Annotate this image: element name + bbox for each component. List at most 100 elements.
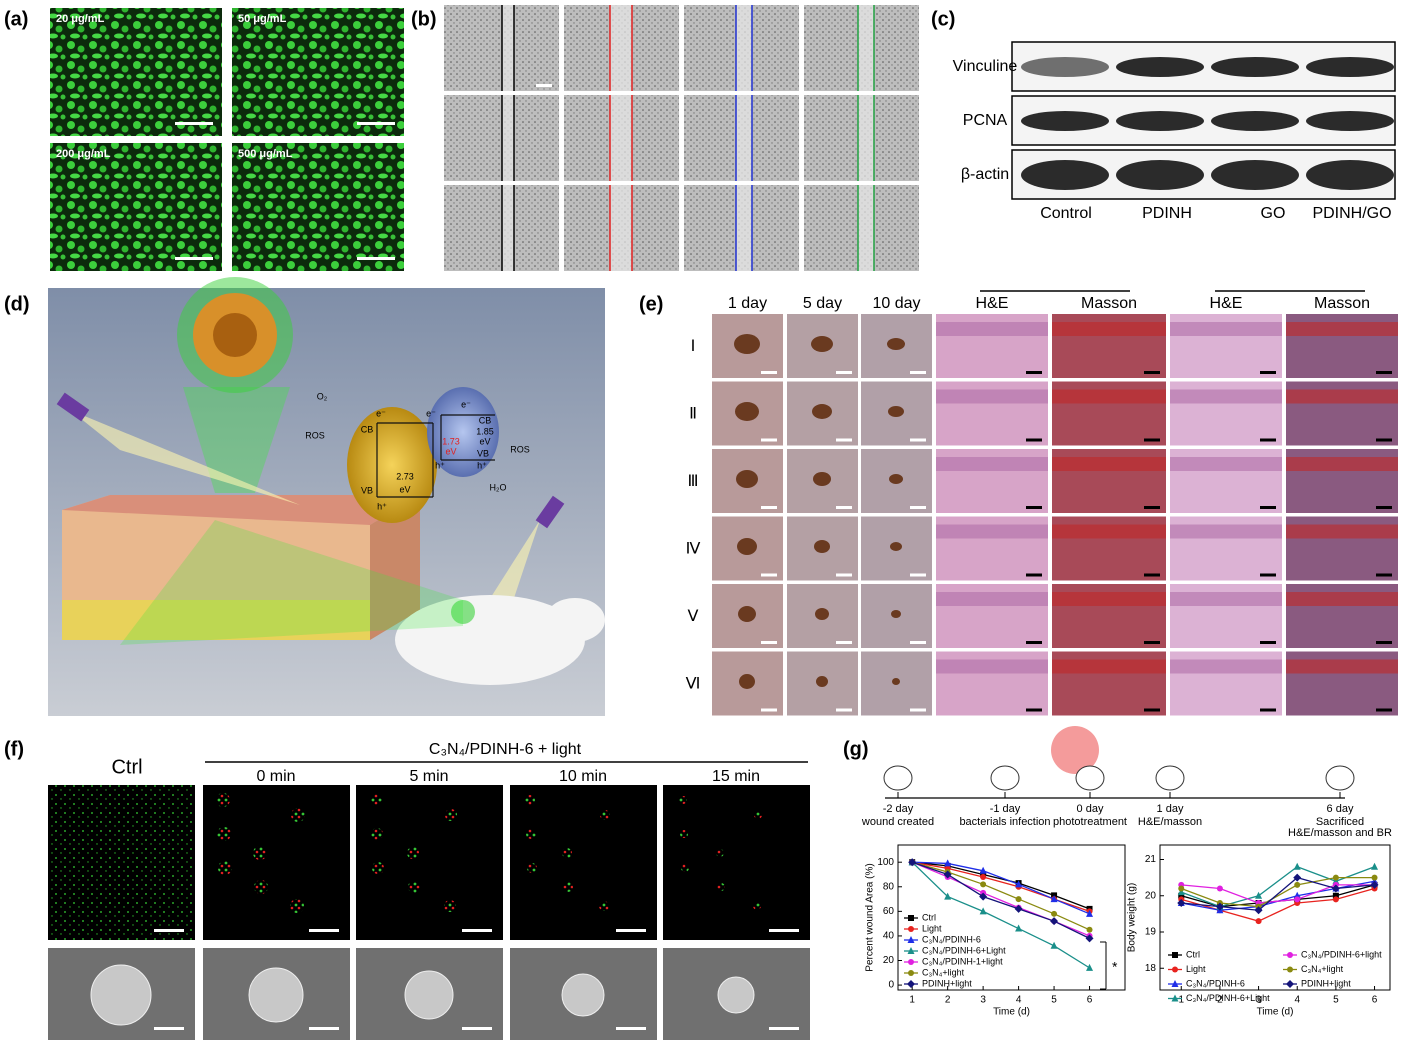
scheme-label: e⁻ [376,408,386,418]
label: 1 day [1157,803,1184,815]
legend-label: PDINH+light [922,978,972,988]
wound [888,406,904,417]
x-tick-label: 2 [945,995,951,1006]
tissue-layer [1052,592,1166,606]
label: H&E [976,295,1009,312]
panel-label: (c) [931,8,955,30]
x-tick-label: 2 [1217,995,1223,1006]
scheme-label: h⁺ [435,460,445,470]
bacteria-cluster [527,863,537,873]
data-point [1015,896,1022,903]
mouse-icon [883,765,913,791]
annotation: * [1112,959,1118,975]
scratch-gap [610,185,632,271]
legend-marker [1172,966,1178,973]
scale-bar [836,438,852,442]
data-point [1294,896,1301,903]
scale-bar [910,708,926,712]
scheme-label: VB [477,448,489,458]
data-point [1177,899,1186,907]
scheme-label: eV [445,446,456,456]
panel-label: (g) [843,738,869,760]
band [1306,111,1394,131]
band [1021,160,1109,190]
label: 50 μg/mL [238,13,287,25]
wound-spot [451,600,475,624]
series-line [1181,884,1375,904]
label: Ctrl [111,756,142,778]
wound [887,338,905,350]
wound [816,676,828,687]
semiconductor-pdinh [427,387,499,477]
band [1021,111,1109,131]
tissue-layer [936,524,1048,539]
tissue-layer [1286,322,1398,336]
x-tick-label: 3 [1256,995,1262,1006]
label: H&E/masson and BR [1288,827,1392,839]
data-point [1215,902,1224,911]
wound [738,606,756,622]
data-point [1371,862,1379,870]
label: Masson [1314,295,1370,312]
wound [736,470,758,488]
scale-bar [175,122,213,125]
bacteria-cluster [216,793,230,807]
scale-bar [1026,438,1042,442]
scale-bar [1376,641,1392,644]
tissue-layer [1286,389,1398,404]
x-tick-label: 1 [1178,995,1184,1006]
scale-bar [1026,371,1042,374]
bacteria-cluster [408,881,420,893]
micrograph [232,143,404,271]
series-line [1181,876,1375,911]
label: -2 day [883,803,914,815]
wound [734,334,760,354]
tissue-layer [1170,592,1282,606]
scale-bar [836,641,852,644]
label: 10 day [872,295,920,312]
scale-bar [1144,438,1160,442]
data-point [1050,941,1058,949]
band [1116,111,1204,131]
data-point [1332,874,1339,881]
data-point [1014,904,1023,913]
y-tick-label: 60 [883,906,895,917]
tissue-layer [1052,524,1166,539]
label: 0 day [1077,803,1104,815]
label: 15 min [712,768,760,785]
scratch-gap [502,95,514,181]
scale-bar [1026,641,1042,644]
tissue-layer [1286,659,1398,674]
scale-bar [357,257,395,260]
data-point [1255,918,1262,925]
y-axis-label: Body weight (g) [1127,883,1138,952]
scheme-label: 1.85 [476,426,494,436]
legend-marker [908,926,914,932]
bacteria-cluster [717,883,725,891]
scratch-gap [610,5,632,91]
label: Ⅰ [691,338,696,355]
scratch-gap [502,185,514,271]
light-cone [183,387,290,493]
microsphere [561,973,605,1017]
data-point [1293,873,1302,882]
bacteria-cluster [599,901,609,911]
legend-label: C₃N₄+light [1301,964,1344,974]
legend-marker [1171,980,1179,987]
scale-bar [1144,506,1160,509]
scheme-label: eV [479,436,490,446]
legend-marker [908,959,914,965]
y-tick-label: 40 [883,931,895,942]
label: Masson [1081,295,1137,312]
fat-layer [62,600,370,640]
tissue-layer [1170,524,1282,539]
bacteria-cluster [563,882,573,892]
scratch-gap [858,95,874,181]
data-point [980,873,987,880]
scale-bar [175,257,213,260]
band [1306,160,1394,190]
label: 10 min [559,768,607,785]
scratch-gap [610,95,632,181]
data-point [1178,885,1185,892]
data-point [979,892,988,901]
